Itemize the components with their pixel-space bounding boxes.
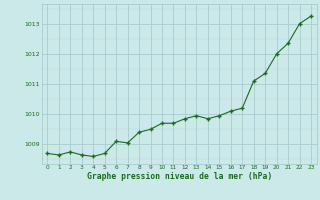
X-axis label: Graphe pression niveau de la mer (hPa): Graphe pression niveau de la mer (hPa) [87,172,272,181]
